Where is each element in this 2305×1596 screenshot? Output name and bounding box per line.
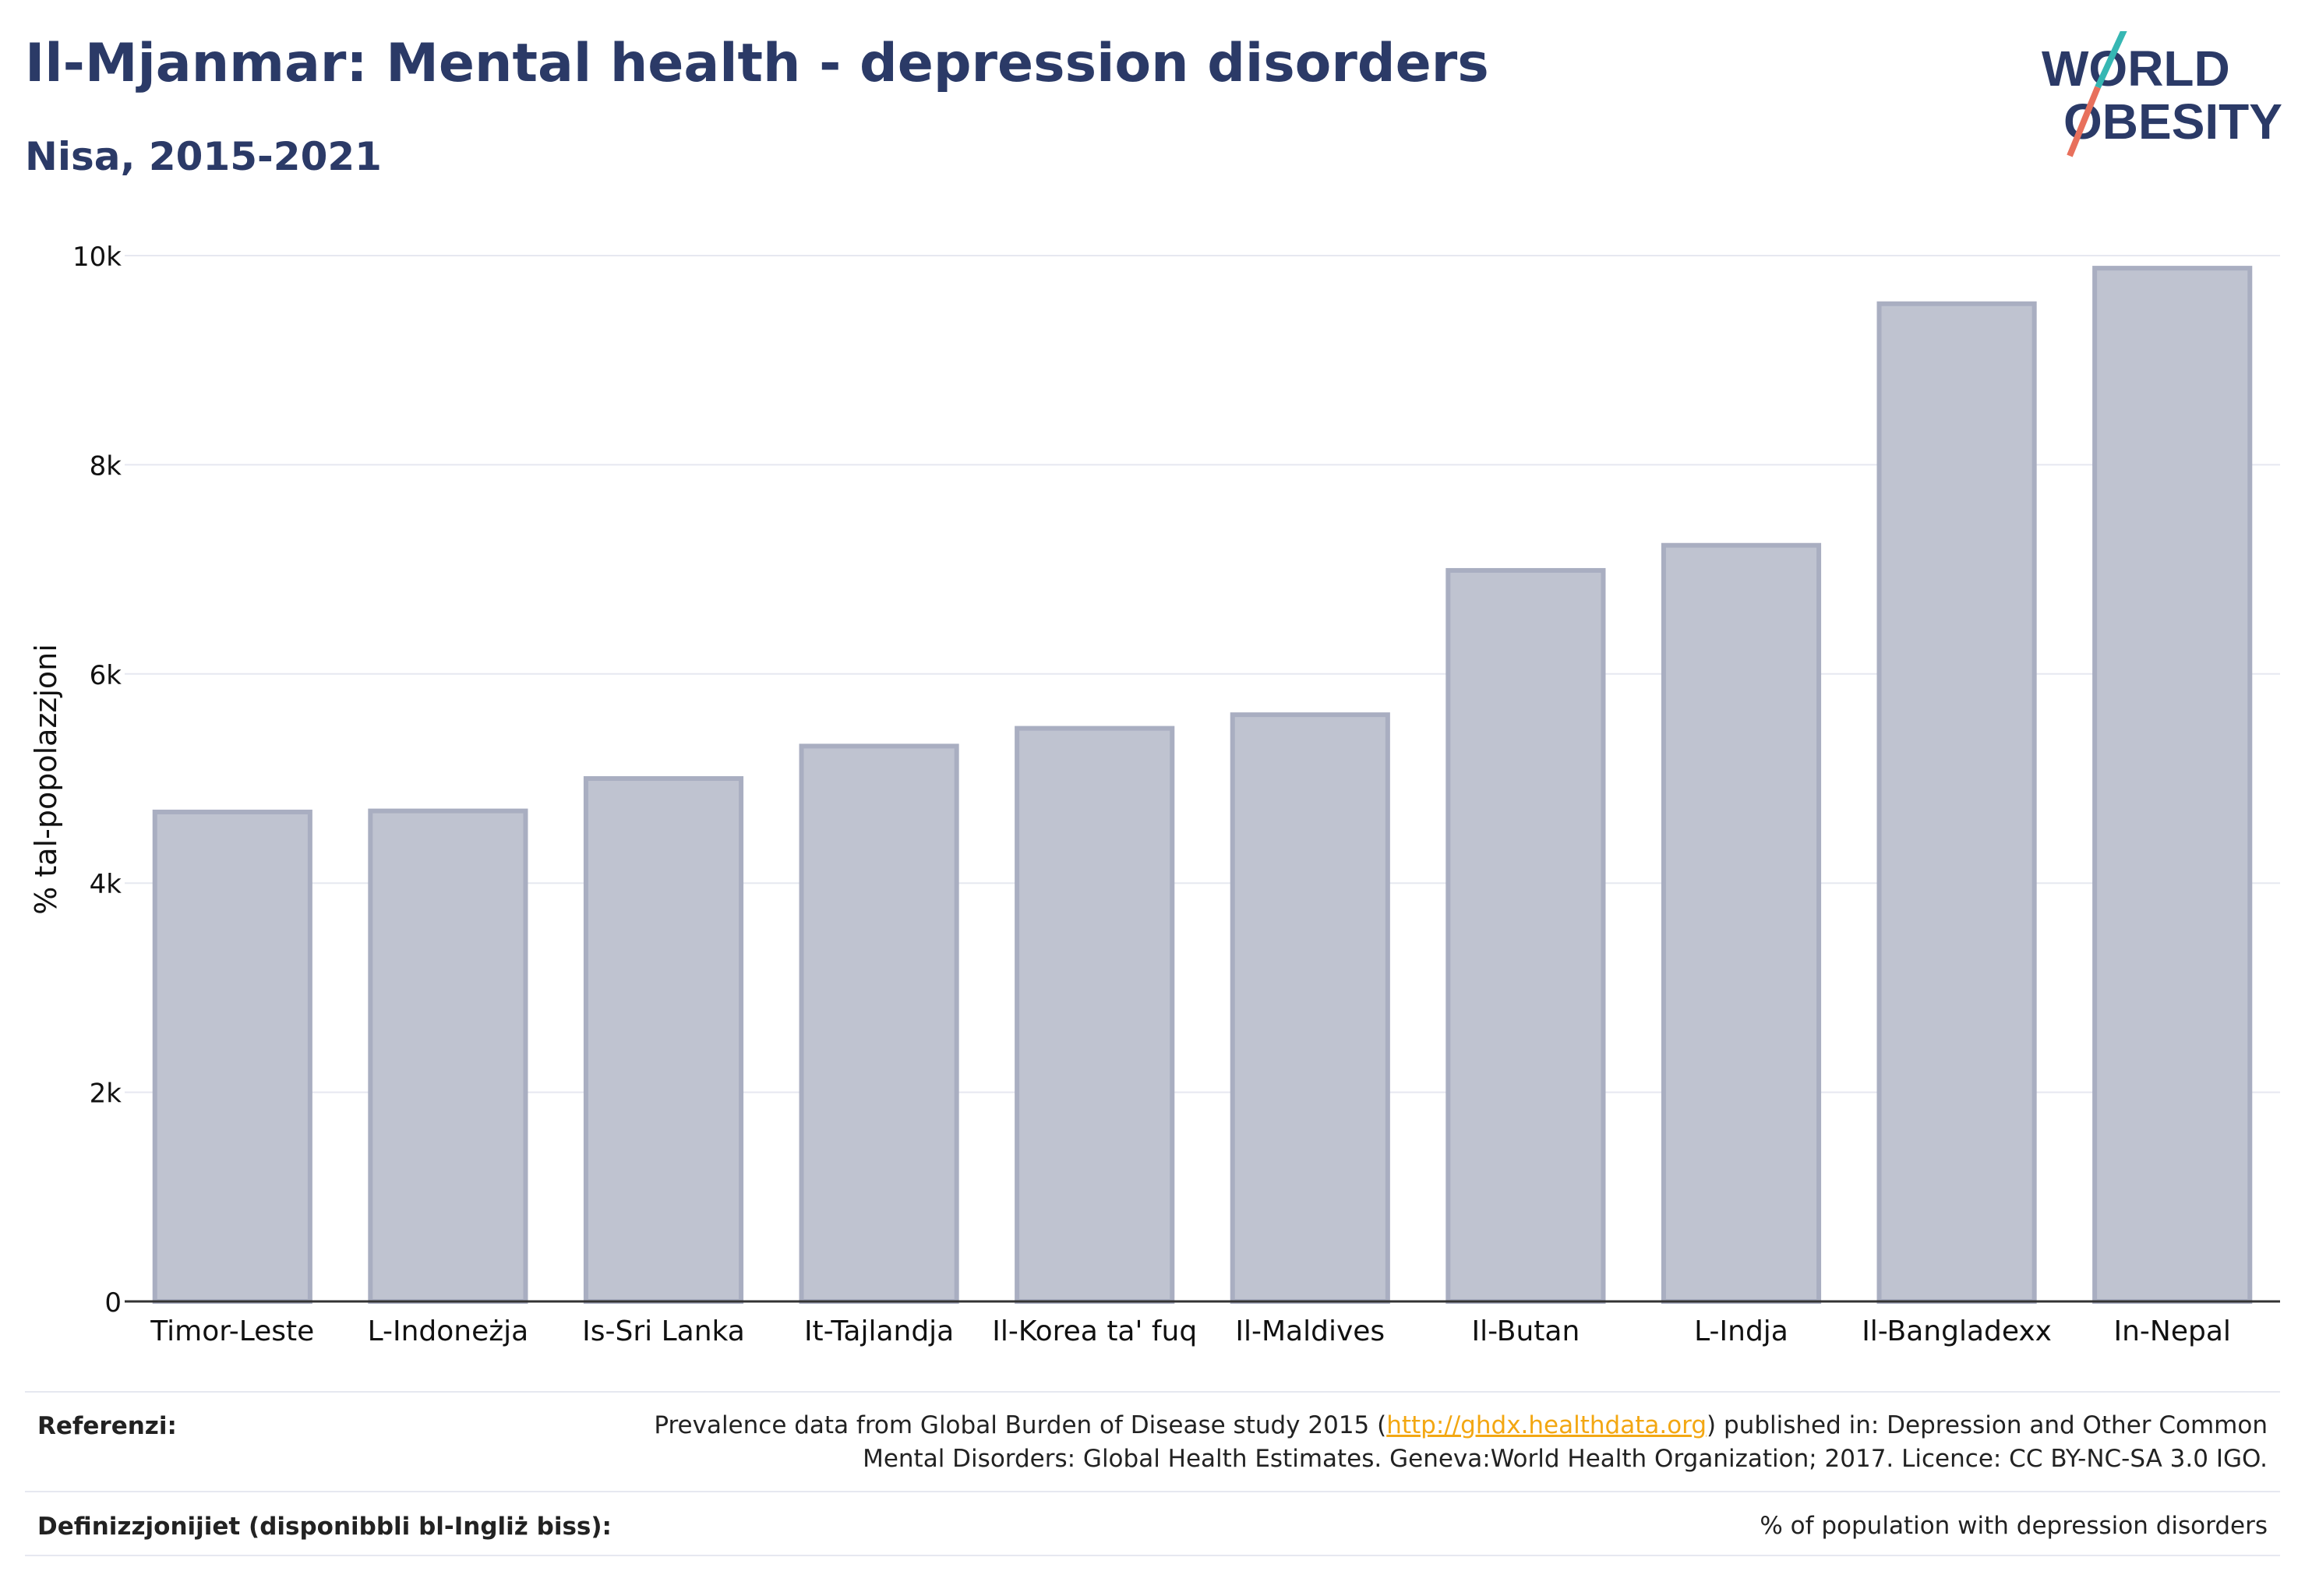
references-post: ) published in: Depression and Other Com… [1707,1411,2268,1439]
definitions-label: Definizzjonijiet (disponibbli bl-Ingliż … [37,1513,612,1541]
x-tick-label: Il-Butan [1471,1315,1580,1347]
y-tick-label: 6k [90,660,122,691]
references-pre: Prevalence data from Global Burden of Di… [654,1411,1387,1439]
bar [2092,266,2253,1304]
footer-divider-bottom [25,1555,2280,1556]
x-tick-label: Il-Bangladexx [1862,1315,2052,1347]
logo-text-line2: OBESITY [2063,94,2282,150]
y-tick-label: 4k [90,869,122,900]
bar [799,743,959,1304]
definitions-text: % of population with depression disorder… [1760,1512,2268,1540]
bar [1876,301,2037,1304]
references-link[interactable]: http://ghdx.healthdata.org [1386,1411,1707,1439]
bar [583,776,744,1304]
x-tick-label: L-Indoneżja [368,1315,529,1347]
bar-chart: 0 2k 4k 6k 8k 10k Timor-Leste L-Indoneżja Is-Sr… [29,242,2280,1347]
chart-subtitle: Nisa, 2015-2021 [25,134,382,179]
y-tick-label: 10k [72,242,122,273]
bar [1230,712,1390,1304]
footer-divider-middle [25,1491,2280,1492]
bar [1445,567,1606,1304]
bar [1661,542,1822,1304]
references-line1: Prevalence data from Global Burden of Di… [654,1409,2268,1442]
logo-text-line1: WORLD [2042,41,2230,97]
logo-slash-teal-icon [2095,31,2127,89]
bars [152,266,2253,1305]
bar [368,808,528,1305]
x-tick-label: Il-Maldives [1235,1315,1385,1347]
definitions-row: Definizzjonijiet (disponibbli bl-Ingliż … [25,1509,2280,1548]
y-axis-ticks: 0 2k 4k 6k 8k 10k [72,242,122,1319]
x-tick-label: L-Indja [1694,1315,1788,1347]
y-tick-label: 2k [90,1079,122,1110]
x-axis-ticks: Timor-Leste L-Indoneżja Is-Sri Lanka It-Taj… [150,1315,2231,1347]
x-tick-label: In-Nepal [2113,1315,2230,1347]
references-text: Prevalence data from Global Burden of Di… [654,1409,2268,1476]
x-tick-label: Il-Korea ta' fuq [992,1315,1197,1347]
bar [1015,726,1175,1304]
world-obesity-logo: WORLD OBESITY [2042,31,2282,157]
logo-slash-coral-icon [2067,86,2101,157]
x-tick-label: It-Tajlandja [804,1315,954,1347]
x-tick-label: Is-Sri Lanka [582,1315,745,1347]
chart-title: Il-Mjanmar: Mental health - depression d… [25,33,1489,94]
x-tick-label: Timor-Leste [150,1315,314,1347]
bar [152,809,312,1304]
footer-divider-top [25,1391,2280,1393]
y-tick-label: 8k [90,450,122,482]
references-row: Referenzi: Prevalence data from Global B… [25,1409,2280,1484]
y-tick-label: 0 [104,1287,122,1319]
y-axis-label: % tal-popolazzjoni [29,644,63,915]
references-label: Referenzi: [37,1412,177,1440]
references-line2: Mental Disorders: Global Health Estimate… [863,1445,2268,1473]
